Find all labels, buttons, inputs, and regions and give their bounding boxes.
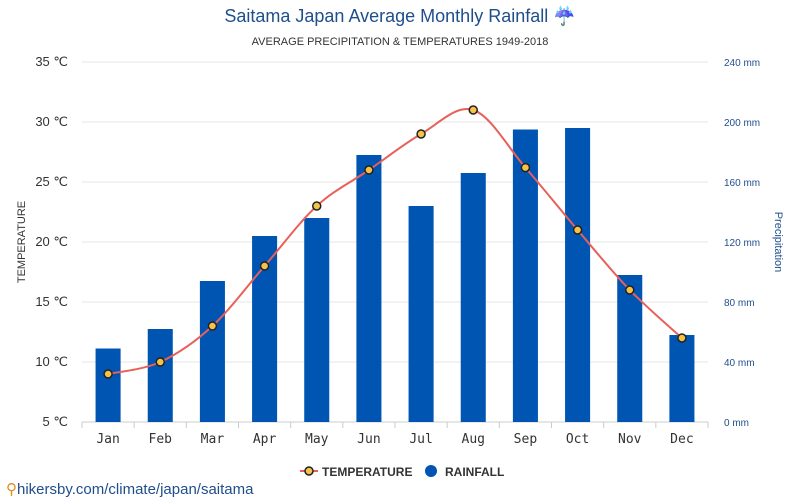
y-axis-title: TEMPERATURE [16, 201, 28, 283]
rainfall-bar [617, 275, 643, 422]
right-tick-label: 120 mm [724, 238, 760, 249]
temperature-point [207, 321, 218, 331]
source-link[interactable]: ⚲hikersby.com/climate/japan/saitama [6, 480, 253, 498]
left-tick-label: 25 ℃ [35, 174, 68, 189]
x-tick-label: Oct [566, 432, 589, 447]
temperature-point [259, 261, 270, 271]
x-tick-label: Nov [618, 432, 642, 447]
left-tick-label: 10 ℃ [35, 354, 68, 369]
source-link-text: hikersby.com/climate/japan/saitama [17, 481, 254, 498]
left-tick-label: 5 ℃ [43, 414, 68, 429]
rainfall-bar [356, 155, 382, 422]
legend-rainfall-label: RAINFALL [445, 465, 504, 479]
right-tick-label: 40 mm [724, 358, 755, 369]
temperature-point [572, 225, 583, 235]
temperature-point [520, 162, 531, 173]
temperature-point [468, 105, 478, 115]
temperature-point [416, 129, 426, 139]
location-pin-icon: ⚲ [6, 481, 17, 498]
right-tick-label: 0 mm [724, 418, 749, 429]
x-tick-label: Feb [149, 432, 173, 447]
rainfall-bar [512, 129, 538, 422]
legend-rainfall-swatch [425, 465, 437, 477]
right-tick-label: 160 mm [724, 178, 760, 189]
rainfall-bar [95, 348, 121, 422]
temperature-point [364, 165, 374, 175]
rainfall-bar [304, 218, 330, 422]
right-tick-label: 240 mm [724, 58, 760, 69]
rainfall-bar [147, 329, 173, 422]
right-tick-label: 200 mm [724, 118, 760, 129]
x-tick-label: May [305, 432, 329, 447]
x-tick-label: Sep [514, 432, 538, 447]
temperature-point [103, 369, 113, 379]
x-tick-label: Aug [462, 432, 485, 447]
x-tick-label: Jun [357, 432, 380, 447]
x-tick-label: Apr [253, 432, 277, 447]
right-tick-label: 80 mm [724, 298, 755, 309]
rainfall-bar [199, 281, 225, 422]
rainfall-bar [565, 128, 591, 422]
left-tick-label: 15 ℃ [35, 294, 68, 309]
legend-temperature-swatch [304, 466, 314, 476]
left-tick-label: 20 ℃ [35, 234, 68, 249]
rainfall-bar [669, 335, 695, 422]
temperature-point [155, 357, 165, 367]
x-tick-label: Jul [409, 432, 432, 447]
x-tick-label: Mar [201, 432, 225, 447]
left-tick-label: 35 ℃ [35, 54, 68, 69]
chart-subtitle: AVERAGE PRECIPITATION & TEMPERATURES 194… [251, 36, 549, 48]
temperature-point [677, 333, 687, 343]
y-axis-title-right: Precipitation [772, 212, 784, 273]
rainfall-bar [408, 206, 434, 422]
x-tick-label: Dec [670, 432, 693, 447]
rainfall-bar [460, 173, 486, 422]
temperature-point [625, 285, 635, 295]
left-tick-label: 30 ℃ [35, 114, 68, 129]
temperature-point [312, 201, 322, 211]
x-tick-label: Jan [96, 432, 119, 447]
legend-temperature-label: TEMPERATURE [322, 465, 412, 479]
chart-title: Saitama Japan Average Monthly Rainfall ☔ [224, 6, 576, 26]
